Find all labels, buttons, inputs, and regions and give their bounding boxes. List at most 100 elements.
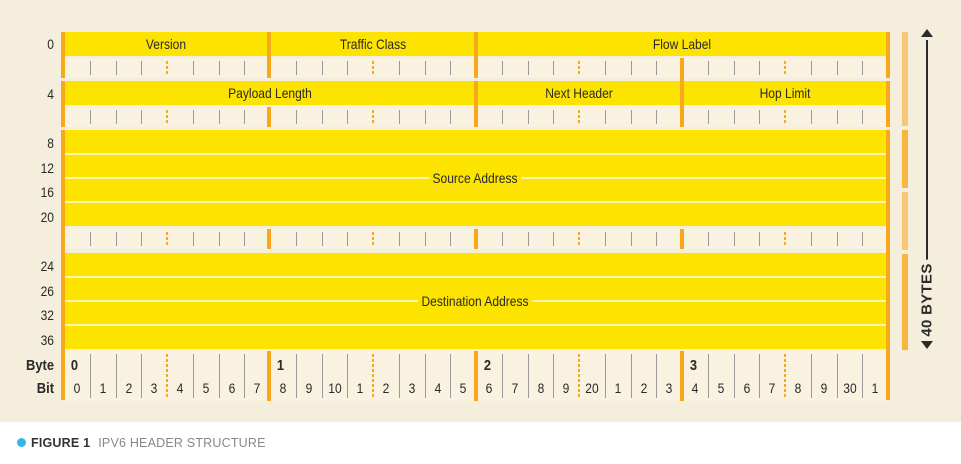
- bit-tick: [141, 232, 142, 246]
- row-label-24: 24: [40, 258, 54, 274]
- nibble-tick: [166, 61, 168, 75]
- nibble-tick: [784, 110, 786, 124]
- bit-tick: [141, 110, 142, 124]
- caption-dot-icon: [17, 438, 26, 447]
- bit-number: 4: [176, 380, 184, 396]
- bit-tick: [347, 61, 348, 75]
- bit-tick: [631, 232, 632, 246]
- bit-tick: [811, 110, 812, 124]
- figure-title: IPV6 HEADER STRUCTURE: [98, 436, 266, 450]
- bit-tick: [219, 61, 220, 75]
- bit-number: 6: [485, 380, 493, 396]
- bit-tick: [425, 61, 426, 75]
- bit-tick: [322, 354, 323, 398]
- bit-tick: [837, 354, 838, 398]
- bit-tick: [656, 110, 657, 124]
- field-separator: [474, 32, 478, 78]
- byte-separator: [474, 351, 478, 401]
- bit-tick: [605, 61, 606, 75]
- bit-tick: [347, 110, 348, 124]
- bit-tick: [193, 61, 194, 75]
- hop-limit-label: Hop Limit: [759, 85, 811, 101]
- traffic-class-label: Traffic Class: [339, 36, 407, 52]
- bit-number: 3: [150, 380, 158, 396]
- bit-tick: [450, 232, 451, 246]
- bit-tick: [759, 232, 760, 246]
- bit-tick: [811, 354, 812, 398]
- bit-tick: [116, 61, 117, 75]
- bit-tick: [296, 110, 297, 124]
- bit-tick: [631, 354, 632, 398]
- bit-tick: [425, 110, 426, 124]
- bit-axis-label: Bit: [36, 380, 54, 397]
- nibble-tick: [166, 354, 168, 398]
- bit-number: 9: [562, 380, 570, 396]
- bit-number: 7: [768, 380, 776, 396]
- bit-number: 10: [328, 380, 342, 396]
- row-label-26: 26: [40, 283, 54, 299]
- nibble-tick: [784, 354, 786, 398]
- row-label-36: 36: [40, 332, 54, 348]
- bit-tick: [553, 232, 554, 246]
- bit-number: 5: [717, 380, 725, 396]
- byte-separator: [267, 229, 271, 249]
- bit-number: 2: [382, 380, 390, 396]
- bit-number: 8: [279, 380, 287, 396]
- bit-number: 0: [73, 380, 81, 396]
- nibble-tick: [166, 232, 168, 246]
- nibble-tick: [372, 61, 374, 75]
- nibble-tick: [372, 354, 374, 398]
- bit-number: 2: [640, 380, 648, 396]
- bit-number: 20: [585, 380, 599, 396]
- bit-tick: [219, 110, 220, 124]
- nibble-tick: [578, 354, 580, 398]
- row-label-16: 16: [40, 184, 54, 200]
- bit-tick: [90, 61, 91, 75]
- bit-tick: [399, 110, 400, 124]
- flow-label-label: Flow Label: [652, 36, 712, 52]
- field-separator: [886, 32, 890, 78]
- bit-tick: [244, 61, 245, 75]
- bit-tick: [708, 232, 709, 246]
- bit-tick: [528, 61, 529, 75]
- bit-tick: [759, 110, 760, 124]
- payload-length-label: Payload Length: [228, 85, 312, 101]
- bit-tick: [502, 110, 503, 124]
- bit-tick: [116, 354, 117, 398]
- bit-tick: [528, 232, 529, 246]
- figure-caption: FIGURE 1 IPV6 HEADER STRUCTURE: [17, 436, 266, 450]
- version-label: Version: [145, 36, 187, 52]
- bit-tick: [553, 354, 554, 398]
- row-label-12: 12: [40, 160, 54, 176]
- bit-tick: [734, 354, 735, 398]
- bit-number: 30: [843, 380, 857, 396]
- field-separator: [61, 130, 65, 400]
- bit-tick: [322, 110, 323, 124]
- bit-number: 1: [356, 380, 364, 396]
- bit-tick: [862, 110, 863, 124]
- bit-tick: [631, 110, 632, 124]
- bit-tick: [116, 232, 117, 246]
- bit-tick: [708, 354, 709, 398]
- bit-tick: [193, 232, 194, 246]
- bit-number: 6: [228, 380, 236, 396]
- bit-number: 1: [99, 380, 107, 396]
- row-label-8: 8: [47, 135, 54, 151]
- bit-tick: [219, 232, 220, 246]
- side-bar-segment: [902, 192, 908, 250]
- bit-number: 5: [459, 380, 467, 396]
- bit-number: 4: [434, 380, 442, 396]
- bit-number: 6: [743, 380, 751, 396]
- arrow-down-icon: [921, 341, 933, 349]
- bit-tick: [399, 61, 400, 75]
- nibble-tick: [784, 232, 786, 246]
- field-separator: [886, 130, 890, 400]
- byte-separator: [474, 229, 478, 249]
- byte-number-3: 3: [689, 357, 698, 374]
- side-bar-segment: [902, 254, 908, 350]
- bit-tick: [708, 61, 709, 75]
- bit-tick: [296, 354, 297, 398]
- bit-tick: [116, 110, 117, 124]
- bit-tick: [141, 354, 142, 398]
